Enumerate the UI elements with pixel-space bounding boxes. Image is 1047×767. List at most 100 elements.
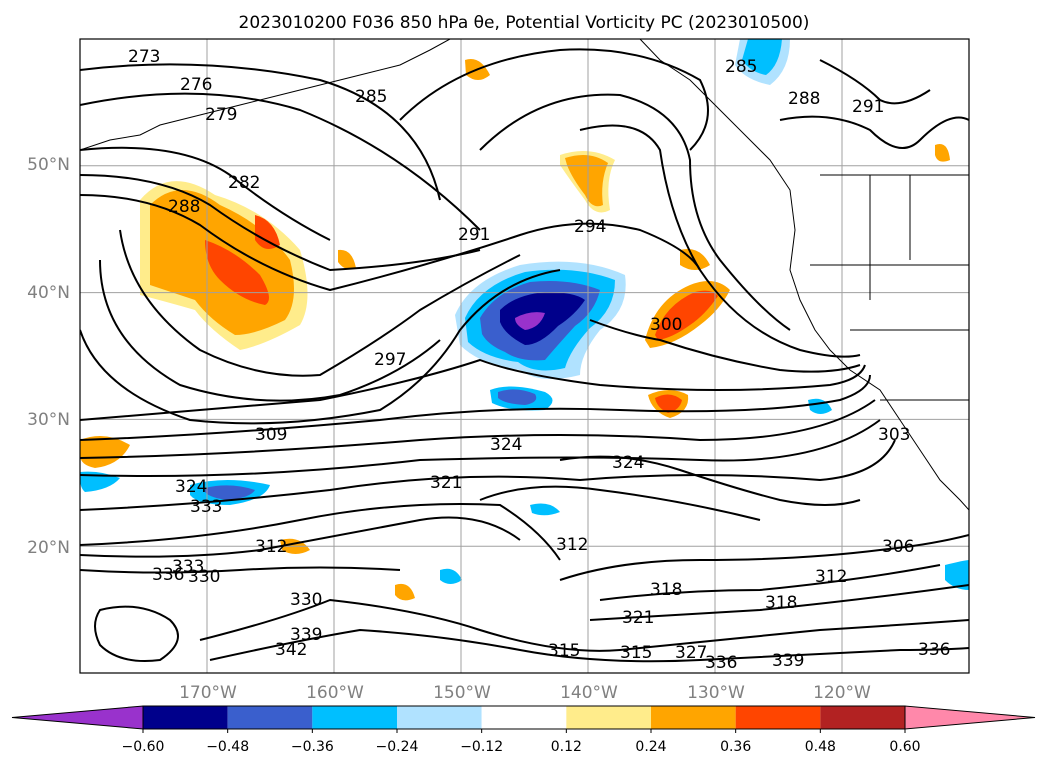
contour-label: 315: [548, 641, 580, 661]
isentrope-line: [80, 566, 401, 574]
colorbar-tick-label: 0.36: [720, 739, 751, 755]
chart-title: 2023010200 F036 850 hPa θe, Potential Vo…: [239, 13, 810, 33]
contour-label: 342: [275, 640, 307, 660]
contour-label: 294: [574, 217, 606, 237]
contour-label: 315: [620, 643, 652, 663]
contour-label: 336: [152, 565, 184, 585]
contour-label: 300: [650, 315, 682, 335]
isentrope-line: [559, 455, 861, 506]
pv-region-negative: [515, 312, 545, 330]
contour-label: 309: [255, 425, 287, 445]
colorbar-swatch: [312, 706, 397, 729]
lon-tick-label: 120°W: [813, 683, 871, 703]
contour-label: 324: [490, 435, 522, 455]
colorbar-extend-max: [904, 705, 1036, 730]
colorbar: −0.60 −0.48 −0.36 −0.24 −0.12 0.12 0.24 0.36 0.4…: [11, 705, 1036, 755]
isentrope-line: [80, 358, 866, 421]
map-panel: 273 276 279 282 285 285 288 288 291 291 …: [79, 38, 970, 674]
contour-label: 330: [188, 567, 220, 587]
isentrope-line: [209, 628, 969, 663]
contour-label: 336: [918, 640, 950, 660]
isentrope-line: [579, 124, 861, 358]
colorbar-tick-label: 0.24: [635, 739, 666, 755]
contour-label: 291: [852, 97, 884, 117]
lon-tick-label: 140°W: [560, 683, 618, 703]
contour-label: 312: [556, 535, 588, 555]
lat-tick-label: 30°N: [27, 410, 70, 430]
isentrope-line: [589, 319, 861, 373]
isentrope-line: [80, 174, 481, 272]
contour-label: 297: [374, 350, 406, 370]
colorbar-swatch: [227, 706, 313, 729]
pv-region-negative: [498, 389, 537, 405]
isentrope-line: [80, 269, 561, 425]
isentrope-line: [80, 194, 701, 292]
isentrope-line: [119, 229, 521, 377]
isentrope-line: [199, 598, 969, 652]
colorbar-tick-label: −0.24: [376, 739, 419, 755]
isentrope-line: [99, 259, 441, 402]
contour-label: 276: [180, 75, 212, 95]
contour-label: 324: [175, 477, 207, 497]
pv-region-positive: [935, 144, 950, 162]
colorbar-tick-label: −0.12: [460, 739, 503, 755]
contour-label: 291: [458, 225, 490, 245]
colorbar-swatch: [820, 706, 905, 729]
pv-region-negative: [742, 39, 782, 75]
contour-label: 285: [725, 57, 757, 77]
contour-label: 333: [172, 557, 204, 577]
isentrope-line: [80, 92, 481, 231]
contour-label: 288: [168, 197, 200, 217]
coastline: [80, 39, 451, 151]
lat-lon-grid: [80, 39, 969, 673]
isentrope-line: [399, 48, 709, 151]
lon-tick-label: 150°W: [433, 683, 491, 703]
contour-label: 327: [675, 643, 707, 663]
pv-region-positive: [255, 215, 280, 249]
colorbar-tick-label: 0.48: [805, 739, 836, 755]
contour-label: 321: [430, 473, 462, 493]
colorbar-swatch: [397, 706, 482, 729]
contour-label: 285: [355, 87, 387, 107]
contour-label: 312: [255, 537, 287, 557]
colorbar-tick-label: −0.36: [291, 739, 334, 755]
pv-region-positive: [655, 290, 718, 340]
theta-e-isentropes: [80, 48, 969, 663]
pv-region-positive: [395, 583, 415, 601]
pv-region-negative: [945, 560, 969, 590]
contour-label: 312: [815, 567, 847, 587]
isentrope-line: [479, 485, 761, 521]
colorbar-swatch: [566, 706, 651, 729]
isentrope-line: [80, 503, 561, 561]
contour-label: 324: [612, 453, 644, 473]
isentrope-line: [819, 59, 931, 105]
coastline: [639, 39, 969, 511]
pv-region-positive: [205, 240, 269, 305]
contour-label: 306: [882, 537, 914, 557]
pv-region-positive: [338, 249, 356, 270]
lon-tick-label: 130°W: [687, 683, 745, 703]
isentrope-line: [80, 439, 896, 511]
pv-region-negative: [205, 485, 255, 500]
contour-label: 330: [290, 590, 322, 610]
pv-region-positive: [80, 436, 130, 468]
isentrope-line: [80, 146, 331, 241]
isentrope-line: [479, 93, 791, 331]
isentrope-line: [80, 399, 876, 459]
latitude-labels: 50°N 40°N 30°N 20°N: [27, 155, 70, 558]
pv-region-positive: [565, 154, 608, 207]
contour-label: 288: [788, 89, 820, 109]
pv-region-negative: [440, 568, 462, 584]
contour-label: 336: [705, 653, 737, 673]
colorbar-swatch: [735, 706, 821, 729]
colorbar-swatch: [143, 706, 228, 729]
contour-label: 339: [772, 651, 804, 671]
isentrope-line: [80, 374, 871, 441]
contour-label: 282: [228, 173, 260, 193]
contour-labels: 273 276 279 282 285 285 288 288 291 291 …: [128, 47, 950, 673]
isentrope-line: [94, 605, 179, 662]
lat-tick-label: 40°N: [27, 283, 70, 303]
contour-label: 303: [878, 425, 910, 445]
pv-region-negative: [530, 503, 560, 516]
